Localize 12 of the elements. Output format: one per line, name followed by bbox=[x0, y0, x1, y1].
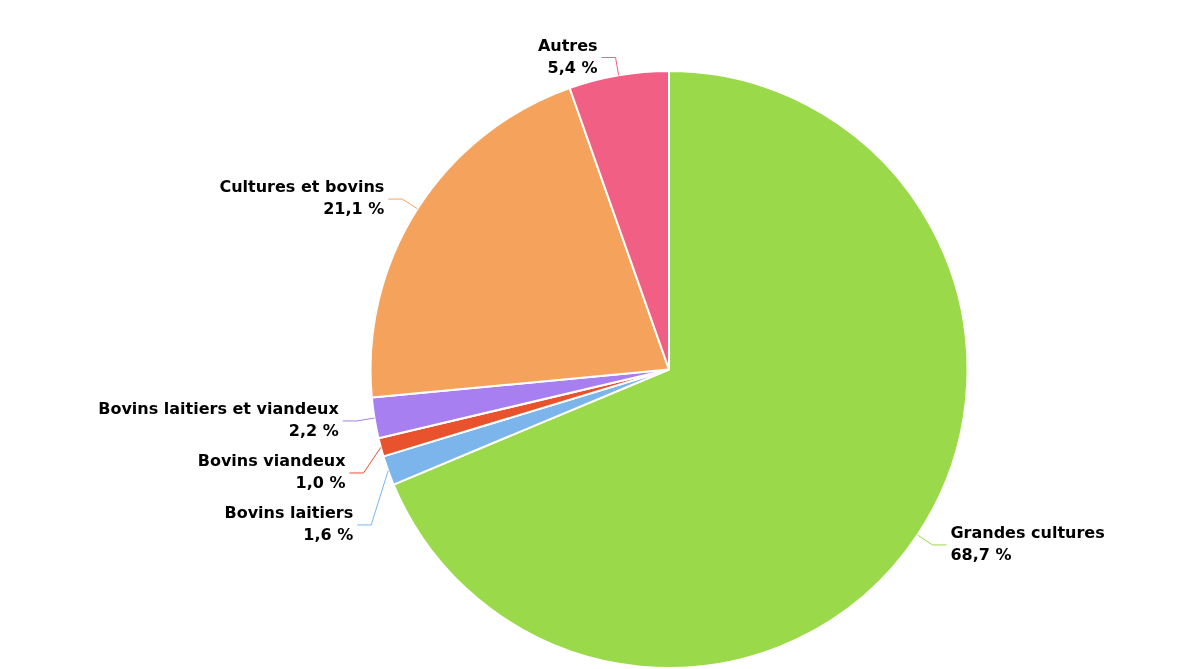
data-label: 1,0 % bbox=[295, 473, 346, 493]
data-label: 5,4 % bbox=[547, 57, 598, 77]
slice-label: Grandes cultures bbox=[950, 523, 1105, 543]
slice-label: Bovins laitiers bbox=[224, 503, 354, 523]
data-label: 2,2 % bbox=[288, 421, 339, 441]
slice-label: Autres bbox=[537, 35, 598, 55]
data-label: 21,1 % bbox=[323, 199, 385, 219]
slice-label: Bovins laitiers et viandeux bbox=[98, 399, 340, 419]
data-label: 1,6 % bbox=[303, 525, 354, 545]
slice-label: Bovins viandeux bbox=[197, 451, 347, 471]
data-label: 68,7 % bbox=[950, 545, 1012, 565]
slice-label: Cultures et bovins bbox=[219, 177, 385, 197]
